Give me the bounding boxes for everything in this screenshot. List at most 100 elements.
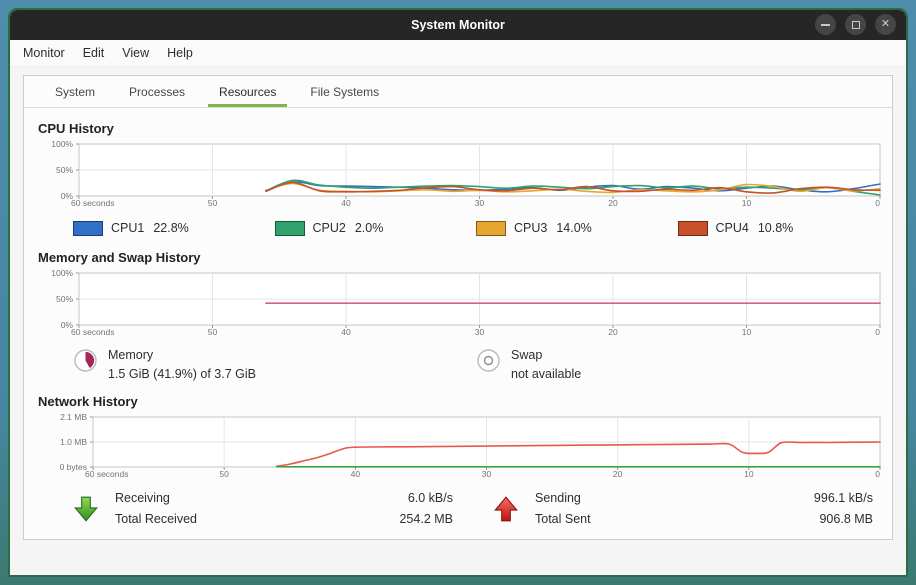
- cpu1-label: CPU1: [111, 221, 145, 235]
- cpu3-legend-item: CPU3 14.0%: [476, 216, 678, 240]
- minimize-button[interactable]: [815, 14, 836, 35]
- maximize-button[interactable]: [845, 14, 866, 35]
- menu-edit[interactable]: Edit: [82, 46, 105, 60]
- svg-text:60 seconds: 60 seconds: [71, 327, 114, 337]
- close-button[interactable]: ✕: [875, 14, 896, 35]
- notebook: System Processes Resources File Systems …: [23, 75, 893, 540]
- network-history-title: Network History: [38, 393, 138, 409]
- swap-circle-icon: [477, 349, 500, 372]
- window-controls: ✕: [815, 14, 896, 35]
- svg-text:50%: 50%: [56, 165, 73, 175]
- receiving-legend-item: Receiving 6.0 kB/s Total Received 254.2 …: [73, 489, 453, 530]
- memory-swap-legend: Memory 1.5 GiB (41.9%) of 3.7 GiB Swap n…: [73, 346, 879, 384]
- svg-text:50: 50: [219, 469, 229, 479]
- cpu-legend: CPU1 22.8% CPU2 2.0% CPU3 14.0%: [73, 216, 879, 240]
- svg-text:100%: 100%: [51, 141, 73, 149]
- memory-pie-icon: [74, 349, 97, 372]
- memory-legend-item: Memory 1.5 GiB (41.9%) of 3.7 GiB: [73, 346, 476, 384]
- close-icon: ✕: [880, 18, 891, 30]
- cpu2-value: 2.0%: [354, 221, 384, 235]
- cpu4-label: CPU4: [715, 221, 749, 235]
- svg-text:50: 50: [208, 198, 218, 208]
- swap-detail: not available: [511, 366, 582, 381]
- cpu3-color-swatch: [476, 220, 506, 236]
- svg-text:40: 40: [341, 198, 351, 208]
- titlebar[interactable]: System Monitor ✕: [10, 10, 906, 40]
- total-sent-value: 906.8 MB: [819, 511, 873, 526]
- svg-text:30: 30: [482, 469, 492, 479]
- sending-up-arrow-icon: [494, 496, 518, 522]
- receiving-label: Receiving: [115, 490, 170, 505]
- cpu-history-chart: 100% 50% 0% 60 seconds 50 40 30 20 10 0: [37, 141, 881, 209]
- cpu4-legend-item: CPU4 10.8%: [677, 216, 880, 240]
- cpu2-label: CPU2: [312, 221, 346, 235]
- cpu3-value: 14.0%: [556, 221, 592, 235]
- cpu-history-title: CPU History: [38, 121, 114, 136]
- total-received-value: 254.2 MB: [399, 511, 453, 526]
- maximize-icon: [851, 20, 860, 29]
- svg-text:0: 0: [875, 327, 880, 337]
- sending-legend-item: Sending 996.1 kB/s Total Sent 906.8 MB: [493, 489, 873, 530]
- window-content: System Processes Resources File Systems …: [10, 67, 906, 575]
- svg-text:20: 20: [613, 469, 623, 479]
- svg-text:40: 40: [341, 327, 351, 337]
- svg-text:10: 10: [742, 327, 752, 337]
- memory-detail: 1.5 GiB (41.9%) of 3.7 GiB: [108, 366, 256, 381]
- memory-chart-canvas: 100% 50% 0%60 seconds 50 40 30 20 10 0: [51, 270, 881, 337]
- svg-text:50: 50: [208, 327, 218, 337]
- total-received-label: Total Received: [115, 511, 197, 526]
- tab-file-systems[interactable]: File Systems: [310, 84, 380, 99]
- svg-text:1.0 MB: 1.0 MB: [60, 437, 87, 447]
- svg-text:0: 0: [875, 469, 880, 479]
- tab-bar: System Processes Resources File Systems: [24, 76, 892, 108]
- cpu4-value: 10.8%: [757, 221, 794, 235]
- svg-text:10: 10: [744, 469, 754, 479]
- network-legend: Receiving 6.0 kB/s Total Received 254.2 …: [73, 489, 873, 530]
- cpu3-label: CPU3: [514, 221, 548, 235]
- svg-text:20: 20: [608, 327, 618, 337]
- tab-system[interactable]: System: [55, 84, 96, 99]
- cpu1-value: 22.8%: [153, 221, 189, 235]
- memory-history-title: Memory and Swap History: [38, 250, 201, 265]
- swap-label: Swap: [511, 348, 543, 362]
- tab-resources[interactable]: Resources: [202, 76, 293, 107]
- svg-text:0%: 0%: [61, 320, 74, 330]
- cpu1-legend-item: CPU1 22.8%: [73, 216, 275, 240]
- resources-page: CPU History 100% 50% 0% 60 seconds 50 40 30 20 1…: [24, 108, 892, 529]
- menu-view[interactable]: View: [122, 46, 150, 60]
- sending-label: Sending: [535, 490, 581, 505]
- network-history-chart: 2.1 MB 1.0 MB 0 bytes 60 seconds 50 40 30 20 10 0: [37, 414, 881, 480]
- svg-text:0%: 0%: [61, 191, 74, 201]
- svg-text:10: 10: [742, 198, 752, 208]
- svg-text:2.1 MB: 2.1 MB: [60, 414, 87, 422]
- sending-rate: 996.1 kB/s: [813, 490, 873, 505]
- system-monitor-window: System Monitor ✕ Monitor Edit View Help …: [8, 8, 908, 577]
- window-title: System Monitor: [411, 18, 505, 32]
- svg-text:30: 30: [475, 198, 485, 208]
- menubar: Monitor Edit View Help: [10, 40, 906, 67]
- svg-text:60 seconds: 60 seconds: [85, 469, 128, 479]
- svg-text:20: 20: [608, 198, 618, 208]
- cpu2-legend-item: CPU2 2.0%: [274, 216, 477, 240]
- cpu2-color-swatch: [274, 220, 305, 236]
- svg-text:50%: 50%: [56, 294, 73, 304]
- receiving-down-arrow-icon: [74, 496, 98, 522]
- cpu1-color-swatch: [73, 220, 103, 236]
- svg-text:0 bytes: 0 bytes: [60, 462, 87, 472]
- minimize-icon: [821, 23, 830, 26]
- cpu4-color-swatch: [677, 220, 708, 236]
- tab-processes[interactable]: Processes: [129, 84, 186, 99]
- cpu-chart-canvas: 100% 50% 0%60 seconds 50 40 30 20 10 0: [51, 141, 881, 208]
- menu-help[interactable]: Help: [167, 46, 193, 60]
- svg-text:100%: 100%: [51, 270, 73, 278]
- svg-text:60 seconds: 60 seconds: [71, 198, 114, 208]
- menu-monitor[interactable]: Monitor: [23, 46, 65, 60]
- receiving-rate: 6.0 kB/s: [407, 490, 453, 505]
- memory-label: Memory: [108, 348, 154, 362]
- total-sent-label: Total Sent: [535, 511, 591, 526]
- svg-text:30: 30: [475, 327, 485, 337]
- memory-history-chart: 100% 50% 0% 60 seconds 50 40 30 20 10 0: [37, 270, 881, 338]
- svg-text:0: 0: [875, 198, 880, 208]
- swap-legend-item: Swap not available: [476, 346, 879, 384]
